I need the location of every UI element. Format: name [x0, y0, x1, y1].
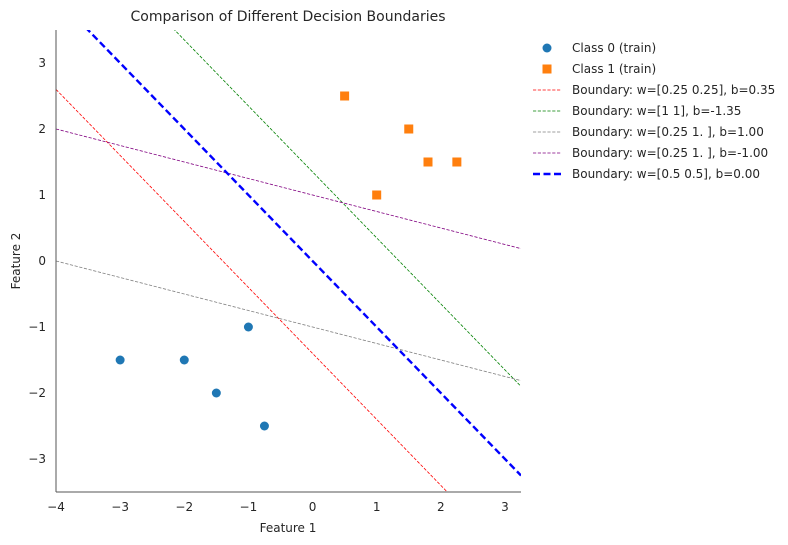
ticks: −4 −3 −2 −1 0 1 2 3 −3 −2 −1 0 1 2 3 [28, 56, 508, 514]
class-0-point [179, 355, 189, 365]
legend-marker-class-1 [542, 64, 552, 74]
boundary-line [56, 260, 521, 382]
y-axis-label: Feature 2 [9, 233, 23, 290]
legend-entry-label: Boundary: w=[0.25 1. ], b=-1.00 [572, 146, 768, 160]
class-1-point [423, 157, 433, 167]
class-0-point [211, 388, 221, 398]
legend-marker-class-0 [542, 43, 552, 53]
axes [55, 30, 521, 493]
class-0-point [243, 322, 253, 332]
y-tick-label: −3 [28, 452, 46, 466]
y-tick-label: −2 [28, 386, 46, 400]
legend-entry-label: Class 0 (train) [572, 41, 656, 55]
y-tick-label: −1 [28, 320, 46, 334]
legend: Class 0 (train) Class 1 (train) Boundary: … [533, 41, 775, 181]
legend-entry-label: Class 1 (train) [572, 62, 656, 76]
class-1-point [452, 157, 462, 167]
x-tick-label: 3 [501, 500, 509, 514]
x-tick-label: −4 [47, 500, 65, 514]
boundary-line [56, 128, 521, 250]
points-layer [115, 91, 462, 431]
y-tick-label: 3 [38, 56, 46, 70]
chart-title: Comparison of Different Decision Boundar… [130, 9, 445, 25]
boundary-line [174, 30, 521, 387]
class-0-point [259, 421, 269, 431]
x-axis-label: Feature 1 [260, 521, 317, 535]
boundary-line [86, 30, 521, 477]
y-tick-label: 1 [38, 188, 46, 202]
y-tick-label: 0 [38, 254, 46, 268]
legend-entry-label: Boundary: w=[1 1], b=-1.35 [572, 104, 741, 118]
x-tick-label: 1 [373, 500, 381, 514]
class-1-point [404, 124, 414, 134]
x-tick-label: 2 [437, 500, 445, 514]
legend-entry-label: Boundary: w=[0.5 0.5], b=0.00 [572, 167, 760, 181]
x-tick-label: −2 [175, 500, 193, 514]
legend-entry-label: Boundary: w=[0.25 1. ], b=1.00 [572, 125, 764, 139]
y-tick-label: 2 [38, 122, 46, 136]
boundaries-layer [56, 30, 521, 492]
x-tick-label: −1 [240, 500, 258, 514]
class-1-point [340, 91, 350, 101]
class-1-point [372, 190, 382, 200]
x-tick-label: −3 [111, 500, 129, 514]
class-0-point [115, 355, 125, 365]
legend-entry-label: Boundary: w=[0.25 0.25], b=0.35 [572, 83, 775, 97]
x-tick-label: 0 [309, 500, 317, 514]
boundary-line [56, 89, 448, 492]
